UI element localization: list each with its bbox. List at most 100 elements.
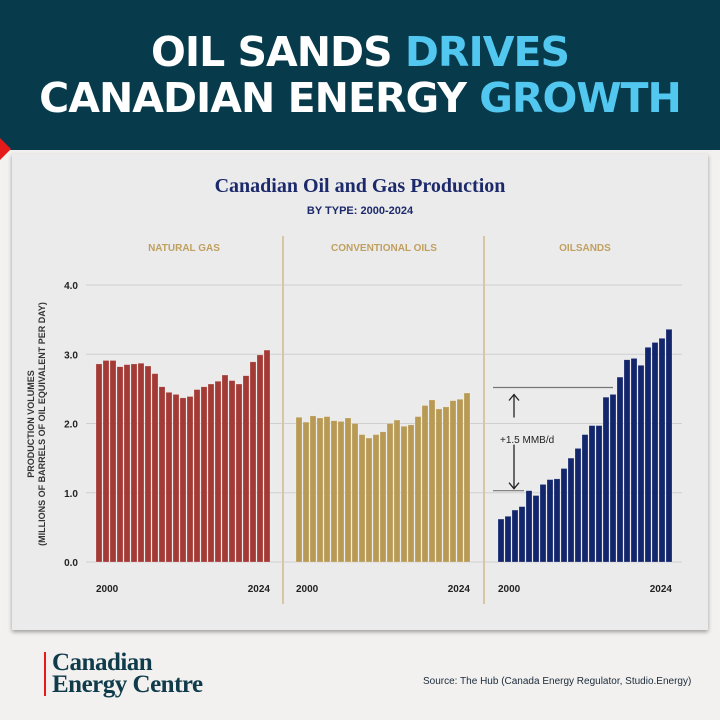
- bar-2007: [344, 417, 352, 563]
- bar-2015: [602, 396, 610, 563]
- bar-2013: [588, 425, 596, 563]
- bar-2011: [574, 448, 582, 563]
- panel-conventional-oils: CONVENTIONAL OILS 2000 2024: [295, 243, 471, 595]
- x-tick-label: 2024: [448, 584, 471, 595]
- bar-2008: [151, 373, 159, 563]
- panel-label: NATURAL GAS: [148, 243, 220, 254]
- bar-2011: [172, 394, 180, 563]
- bar-2017: [414, 416, 422, 563]
- bar-2010: [567, 457, 575, 563]
- bar-2000: [497, 518, 505, 563]
- bar-2024: [463, 392, 471, 563]
- y-tick-label: 2.0: [64, 420, 78, 431]
- bar-2022: [449, 400, 457, 563]
- bar-2013: [186, 396, 194, 563]
- bar-2019: [630, 358, 638, 563]
- headline-text: CANADIAN ENERGY: [39, 74, 480, 122]
- cec-logo: Canadian Energy Centre: [44, 649, 203, 698]
- bar-2003: [316, 417, 324, 563]
- bar-2005: [330, 420, 338, 563]
- y-axis-label-line2: (MILLIONS OF BARRELS OF OIL EQUIVALENT P…: [37, 302, 47, 546]
- bar-2015: [200, 386, 208, 563]
- bar-2006: [539, 484, 547, 563]
- bar-2018: [623, 359, 631, 563]
- bar-2002: [511, 509, 519, 563]
- bar-2023: [256, 354, 264, 563]
- bar-2010: [365, 437, 373, 563]
- bar-2024: [263, 349, 271, 563]
- bar-2003: [518, 506, 526, 563]
- bar-2020: [235, 383, 243, 563]
- bar-2000: [95, 363, 103, 563]
- bar-2004: [525, 490, 533, 563]
- x-tick-label: 2000: [498, 584, 521, 595]
- bar-2004: [123, 364, 131, 563]
- bar-2012: [581, 434, 589, 563]
- panel-label: CONVENTIONAL OILS: [331, 243, 437, 254]
- bar-2009: [560, 468, 568, 563]
- bar-2019: [228, 380, 236, 563]
- headline-text: OIL SANDS: [150, 28, 405, 76]
- bar-2014: [193, 389, 201, 563]
- chart-title: Canadian Oil and Gas Production: [215, 175, 506, 197]
- panel-natural-gas: NATURAL GAS 2000 2024: [95, 243, 271, 595]
- bar-2021: [644, 347, 652, 563]
- bar-2015: [400, 426, 408, 563]
- bar-2017: [616, 376, 624, 563]
- bar-2005: [130, 363, 138, 563]
- headline-line-2: CANADIAN ENERGY GROWTH: [0, 74, 720, 122]
- bar-2009: [158, 386, 166, 563]
- bar-2021: [242, 375, 250, 563]
- bar-2009: [358, 434, 366, 563]
- y-tick-label: 1.0: [64, 489, 78, 500]
- red-triangle-decoration: [0, 138, 11, 160]
- bar-2010: [165, 392, 173, 563]
- logo-line-2: Energy Centre: [52, 671, 203, 698]
- bar-2018: [421, 405, 429, 563]
- bar-2014: [595, 425, 603, 563]
- x-tick-label: 2024: [650, 584, 673, 595]
- bar-2023: [456, 399, 464, 563]
- headline-accent: GROWTH: [479, 74, 682, 122]
- bar-2002: [109, 360, 117, 563]
- x-tick-label: 2000: [296, 584, 319, 595]
- bar-2001: [302, 421, 310, 563]
- y-axis-label-line1: PRODUCTION VOLUMES: [26, 370, 36, 478]
- y-tick-label: 4.0: [64, 281, 78, 292]
- y-tick-label: 3.0: [64, 350, 78, 361]
- arrow-up-icon: [508, 393, 520, 418]
- header-banner: OIL SANDS DRIVES CANADIAN ENERGY GROWTH: [0, 0, 720, 150]
- bar-2016: [407, 424, 415, 563]
- source-note: Source: The Hub (Canada Energy Regulator…: [423, 676, 692, 687]
- bar-2016: [609, 394, 617, 563]
- bar-2024: [665, 329, 673, 563]
- bar-2007: [144, 365, 152, 563]
- bar-2001: [504, 516, 512, 563]
- bar-2001: [102, 360, 110, 563]
- bar-2023: [658, 338, 666, 563]
- bar-2022: [249, 361, 257, 563]
- bar-2020: [435, 408, 443, 563]
- bar-2011: [372, 434, 380, 563]
- bar-2020: [637, 365, 645, 563]
- y-tick-label: 0.0: [64, 558, 78, 569]
- logo-line-1: Canadian: [52, 649, 153, 676]
- bar-2012: [179, 397, 187, 563]
- panel-oilsands: OILSANDS 2000 2024: [497, 243, 673, 595]
- chart-subtitle: BY TYPE: 2000-2024: [307, 205, 414, 217]
- x-tick-label: 2000: [96, 584, 119, 595]
- bar-2006: [137, 363, 145, 563]
- bar-2006: [337, 421, 345, 563]
- headline-accent: DRIVES: [404, 28, 570, 76]
- bar-2018: [221, 374, 229, 563]
- bar-2013: [386, 423, 394, 563]
- annotation-label: +1.5 MMB/d: [500, 435, 554, 446]
- bar-2021: [442, 406, 450, 563]
- bar-2008: [351, 423, 359, 563]
- bar-2022: [651, 342, 659, 563]
- headline-line-1: OIL SANDS DRIVES: [0, 28, 720, 76]
- panel-label: OILSANDS: [559, 243, 611, 254]
- bar-2014: [393, 419, 401, 563]
- bar-2012: [379, 431, 387, 563]
